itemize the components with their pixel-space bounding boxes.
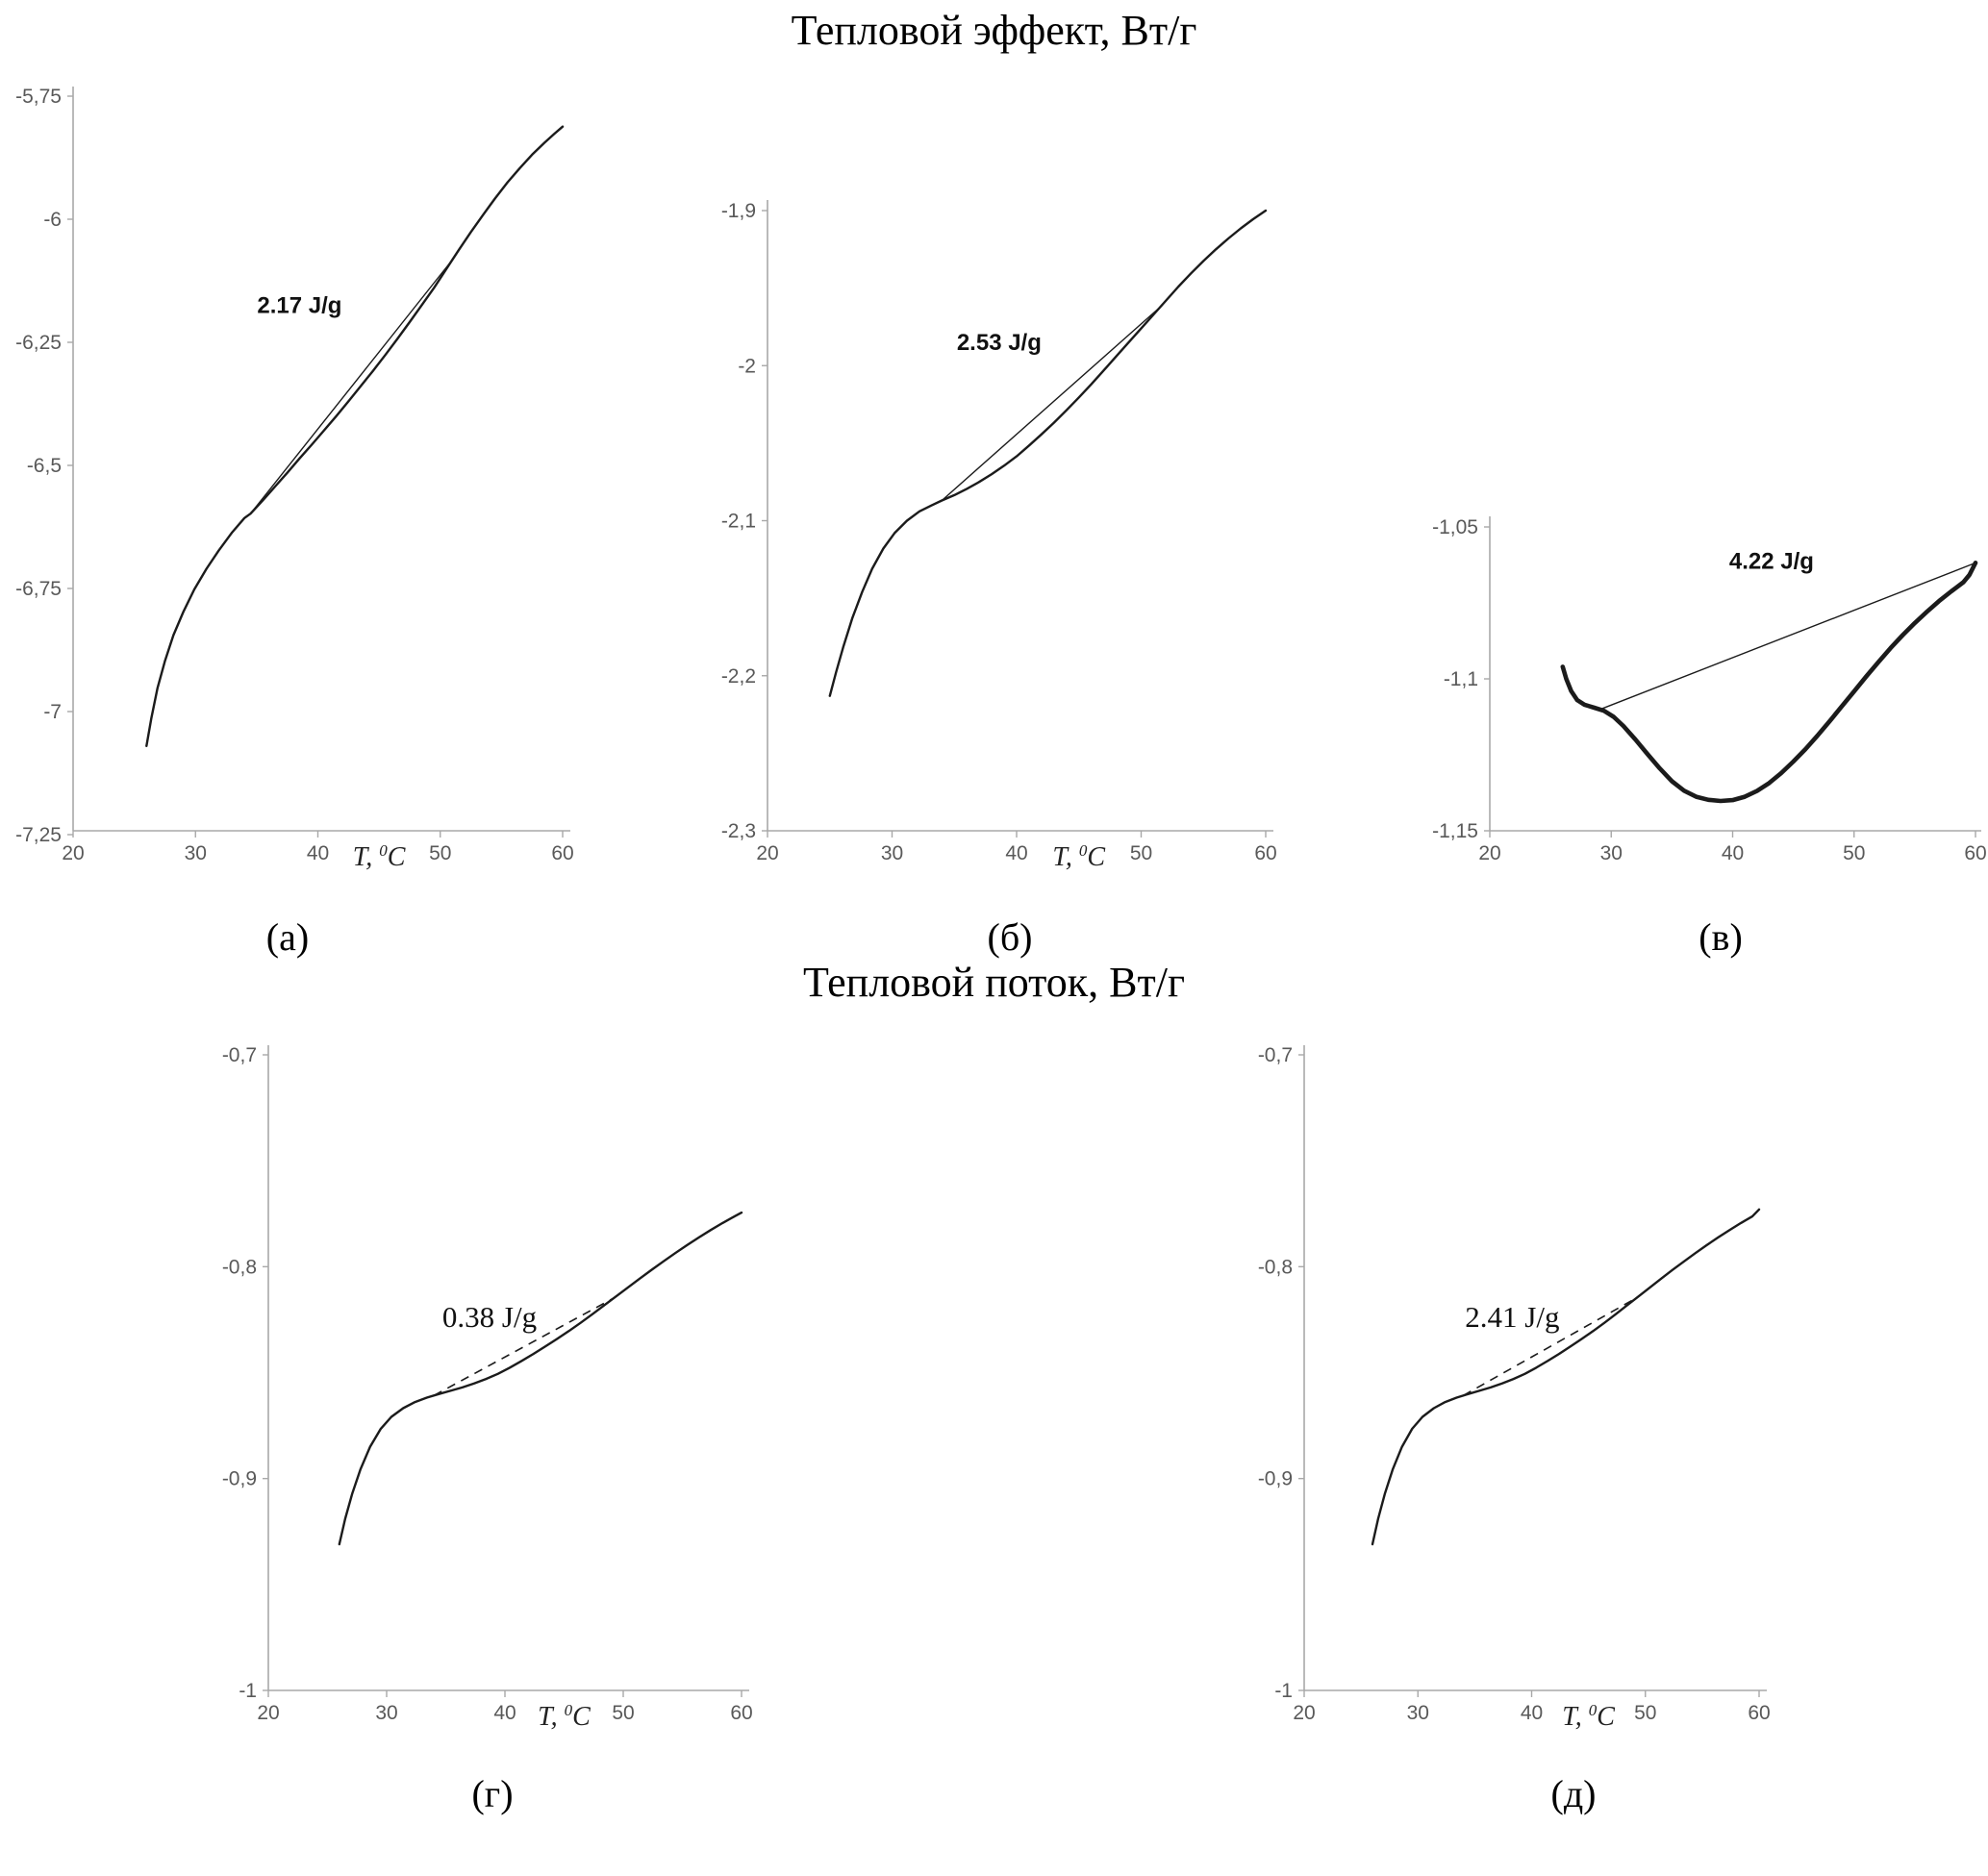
chart-v-group: 20 30 40 50 60 -1,05 -1,1 -1,15 4.22 J/g	[1432, 516, 1987, 864]
chart-a-enthalpy-annotation: 2.17 J/g	[257, 292, 341, 318]
chart-d-y-tick-label: -1	[1274, 1680, 1293, 1702]
chart-b-y-tick-label: -2,3	[721, 820, 756, 842]
chart-a-x-tick-label: 50	[429, 842, 451, 864]
chart-b-y-tick-label: -2	[738, 355, 756, 377]
chart-a-x-tick-label: 30	[185, 842, 207, 864]
chart-a-group: 20 30 40 50 60 -5,75 -6 -6,25 -6,5 -6,75 -7 -7,25 T,…	[15, 86, 574, 872]
chart-g-y-tick-label: -1	[239, 1680, 257, 1702]
panel-label-g: (г)	[471, 1772, 514, 1815]
chart-v-y-tick-label: -1,05	[1432, 516, 1478, 538]
chart-g-y-tick-label: -0,8	[222, 1256, 257, 1278]
chart-g-group: 20 30 40 50 60 -0,7 -0,8 -0,9 -1 T, 0C 0.38 J/g	[222, 1044, 753, 1732]
chart-d-x-tick-label: 40	[1521, 1702, 1543, 1724]
chart-v-y-tick-label: -1,15	[1432, 820, 1478, 842]
chart-v-enthalpy-annotation: 4.22 J/g	[1729, 549, 1814, 575]
chart-g-x-tick-label: 20	[257, 1702, 279, 1724]
chart-v-y-tick-label: -1,1	[1444, 668, 1478, 690]
chart-d-x-axis-label: T, 0C	[1562, 1701, 1615, 1732]
chart-b-integration-baseline	[941, 304, 1163, 502]
chart-a-y-tick-label: -7,25	[15, 824, 62, 846]
chart-g-x-tick-label: 30	[375, 1702, 397, 1724]
chart-a-y-tick-label: -5,75	[15, 86, 62, 108]
chart-b-group: 20 30 40 50 60 -1,9 -2 -2,1 -2,2 -2,3 T, 0C 2.53 J/…	[721, 200, 1277, 872]
chart-g-x-tick-label: 60	[730, 1702, 752, 1724]
panel-label-b: (б)	[987, 915, 1033, 959]
chart-b-dsc-curve	[828, 209, 1268, 697]
chart-d-y-tick-label: -0,7	[1258, 1044, 1293, 1066]
chart-a-y-tick-label: -6	[43, 209, 62, 231]
chart-b-x-tick-label: 60	[1254, 842, 1276, 864]
chart-b-x-tick-label: 30	[881, 842, 903, 864]
chart-d-dsc-curve	[1371, 1208, 1761, 1546]
chart-g-x-axis-label: T, 0C	[538, 1701, 591, 1732]
chart-v-integration-baseline	[1598, 563, 1975, 711]
chart-d-enthalpy-annotation: 2.41 J/g	[1465, 1300, 1559, 1334]
chart-d-x-tick-label: 30	[1407, 1702, 1429, 1724]
panel-label-d: (д)	[1550, 1772, 1597, 1815]
chart-v-x-tick-label: 20	[1478, 842, 1500, 864]
chart-d-group: 20 30 40 50 60 -0,7 -0,8 -0,9 -1 T, 0C 2.41 J/g	[1258, 1044, 1771, 1732]
panel-label-v: (в)	[1699, 915, 1743, 959]
chart-b-x-axis-label: T, 0C	[1052, 841, 1105, 872]
chart-d-x-tick-label: 50	[1634, 1702, 1656, 1724]
chart-a-dsc-curve	[145, 125, 565, 747]
chart-g-integration-baseline	[433, 1297, 615, 1397]
chart-d-x-tick-label: 60	[1748, 1702, 1770, 1724]
chart-g-y-tick-label: -0,9	[222, 1468, 257, 1490]
chart-g-dsc-curve	[338, 1211, 743, 1546]
chart-d-integration-baseline	[1463, 1297, 1637, 1396]
chart-v-x-tick-label: 40	[1722, 842, 1744, 864]
chart-b-y-tick-label: -2,2	[721, 665, 756, 688]
chart-a-integration-baseline	[249, 259, 454, 514]
chart-d-x-tick-label: 20	[1293, 1702, 1315, 1724]
section-heat-flow-title: Тепловой поток, Вт/г	[802, 959, 1186, 1006]
chart-b-x-tick-label: 40	[1005, 842, 1027, 864]
chart-d-y-tick-label: -0,9	[1258, 1468, 1293, 1490]
chart-b-y-tick-label: -2,1	[721, 511, 756, 533]
chart-v-x-tick-label: 50	[1843, 842, 1865, 864]
chart-g-y-tick-label: -0,7	[222, 1044, 257, 1066]
chart-v-dsc-curve	[1560, 561, 1978, 804]
chart-g-enthalpy-annotation: 0.38 J/g	[442, 1300, 537, 1334]
chart-v-x-tick-label: 60	[1964, 842, 1986, 864]
section-heat-effect-title: Тепловой эффект, Вт/г	[791, 7, 1197, 54]
chart-v-x-tick-label: 30	[1600, 842, 1623, 864]
chart-b-x-tick-label: 20	[756, 842, 778, 864]
chart-a-y-tick-label: -6,75	[15, 578, 62, 600]
chart-a-x-tick-label: 60	[551, 842, 573, 864]
chart-a-x-tick-label: 40	[307, 842, 329, 864]
chart-a-y-tick-label: -7	[43, 701, 62, 723]
chart-a-y-tick-label: -6,25	[15, 332, 62, 354]
chart-g-x-tick-label: 50	[612, 1702, 634, 1724]
panel-label-a: (а)	[265, 915, 310, 959]
chart-g-x-tick-label: 40	[493, 1702, 516, 1724]
chart-a-x-tick-label: 20	[62, 842, 84, 864]
chart-b-enthalpy-annotation: 2.53 J/g	[957, 330, 1042, 356]
chart-a-x-axis-label: T, 0C	[353, 841, 406, 872]
chart-b-x-tick-label: 50	[1130, 842, 1152, 864]
chart-a-y-tick-label: -6,5	[27, 455, 62, 477]
chart-d-y-tick-label: -0,8	[1258, 1256, 1293, 1278]
chart-b-y-tick-label: -1,9	[721, 200, 756, 222]
